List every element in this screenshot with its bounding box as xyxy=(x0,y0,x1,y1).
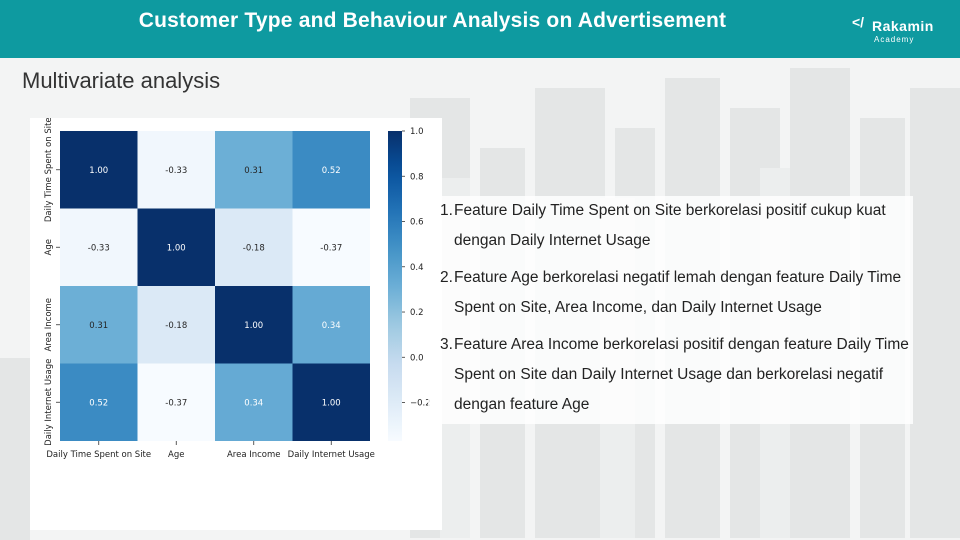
heatmap-cell-label: -0.18 xyxy=(165,321,187,331)
insight-item: 3. Feature Area Income berkorelasi positi… xyxy=(440,330,913,420)
y-tick-label: Area Income xyxy=(44,298,54,352)
heatmap-cell xyxy=(137,208,215,286)
colorbar-tick-label: −0.2 xyxy=(410,399,431,409)
brand-sub: Academy xyxy=(874,35,915,44)
heatmap-cell-label: 0.52 xyxy=(89,398,108,408)
colorbar-tick-label: 1.0 xyxy=(410,127,424,137)
correlation-heatmap: 1.00 -0.33 0.31 0.52 -0.33 1.00 -0.18 -0.37 0.31… xyxy=(44,117,431,460)
colorbar-tick-label: 0.4 xyxy=(410,263,424,273)
insight-text: Feature Daily Time Spent on Site berkore… xyxy=(454,202,886,249)
heatmap-cell xyxy=(215,208,293,286)
insights-panel: 1. Feature Daily Time Spent on Site berko… xyxy=(428,196,913,424)
colorbar-tick-label: 0.0 xyxy=(410,353,424,363)
insight-number: 3. xyxy=(440,336,453,353)
x-tick-label: Age xyxy=(168,450,184,460)
heatmap-card: 1.00 -0.33 0.31 0.52 -0.33 1.00 -0.18 -0.37 0.31… xyxy=(30,117,442,530)
insight-number: 2. xyxy=(440,269,453,286)
heatmap-cell xyxy=(137,363,215,441)
heatmap-cell-label: 1.00 xyxy=(89,166,108,176)
heatmap-cell xyxy=(60,208,138,286)
heatmap-cell-label: 0.34 xyxy=(244,398,263,408)
insight-text: Feature Area Income berkorelasi positif … xyxy=(454,336,909,413)
heatmap-cell-label: 0.31 xyxy=(244,166,263,176)
x-tick-label: Daily Internet Usage xyxy=(288,450,375,460)
heatmap-cell-label: -0.18 xyxy=(243,243,265,253)
y-tick-label: Age xyxy=(44,239,54,255)
heatmap-cell-label: 1.00 xyxy=(244,321,263,331)
heatmap-cell-label: 1.00 xyxy=(167,243,186,253)
page-title: Customer Type and Behaviour Analysis on … xyxy=(138,9,727,32)
heatmap-cell xyxy=(137,131,215,209)
heatmap-cell xyxy=(215,363,293,441)
heatmap-cell xyxy=(60,286,138,364)
heatmap-cell xyxy=(292,131,370,209)
heatmap-cell xyxy=(215,286,293,364)
insight-text: Feature Age berkorelasi negatif lemah de… xyxy=(454,269,902,316)
insights-list: 1. Feature Daily Time Spent on Site berko… xyxy=(428,196,913,420)
section-subtitle: Multivariate analysis xyxy=(22,68,221,93)
insight-item: 1. Feature Daily Time Spent on Site berko… xyxy=(440,196,913,256)
heatmap-cell-label: -0.33 xyxy=(88,243,110,253)
heatmap-cell xyxy=(292,208,370,286)
heatmap-cell xyxy=(292,363,370,441)
brand-name: Rakamin xyxy=(872,18,934,34)
header-bar: Customer Type and Behaviour Analysis on … xyxy=(0,0,960,58)
heatmap-cell-label: -0.37 xyxy=(320,243,342,253)
insight-item: 2. Feature Age berkorelasi negatif lemah … xyxy=(440,263,913,323)
x-tick-label: Area Income xyxy=(227,450,281,460)
colorbar-tick-label: 0.8 xyxy=(410,172,424,182)
heatmap-cell xyxy=(60,131,138,209)
y-tick-label: Daily Internet Usage xyxy=(44,359,54,446)
colorbar-tick-label: 0.6 xyxy=(410,218,424,228)
heatmap-cell xyxy=(292,286,370,364)
heatmap-cell-label: 0.34 xyxy=(322,321,341,331)
heatmap-cell-label: 1.00 xyxy=(322,398,341,408)
y-tick-label: Daily Time Spent on Site xyxy=(44,118,54,222)
heatmap-cell xyxy=(60,363,138,441)
heatmap-cell xyxy=(137,286,215,364)
heatmap-cell xyxy=(215,131,293,209)
colorbar-tick-label: 0.2 xyxy=(410,308,424,318)
insight-number: 1. xyxy=(440,202,453,219)
heatmap-cell-label: 0.52 xyxy=(322,166,341,176)
colorbar xyxy=(388,131,402,441)
heatmap-cell-label: -0.33 xyxy=(165,166,187,176)
heatmap-cell-label: -0.37 xyxy=(165,398,187,408)
x-tick-label: Daily Time Spent on Site xyxy=(46,450,151,460)
heatmap-cell-label: 0.31 xyxy=(89,321,108,331)
code-bracket-icon: </ xyxy=(852,14,865,30)
